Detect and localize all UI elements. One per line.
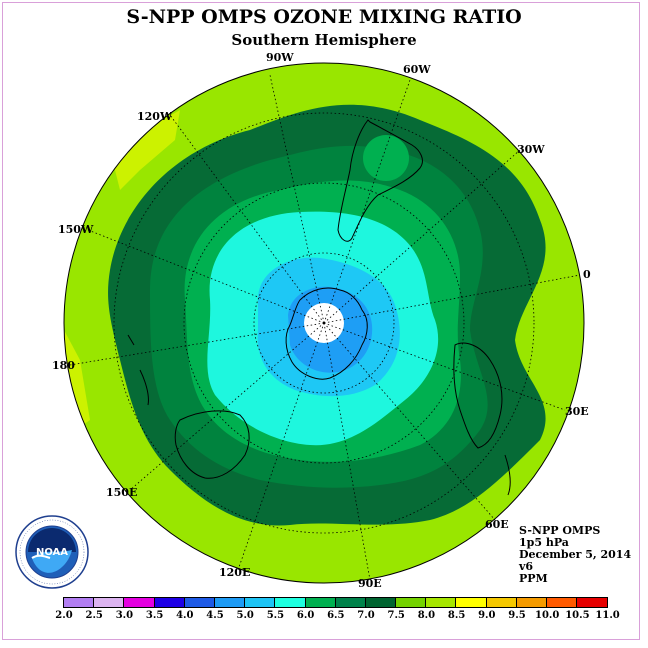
globe-border — [63, 62, 585, 584]
contour-6-0-blob — [363, 135, 409, 181]
colorbar-tick-label: 6.5 — [327, 610, 345, 621]
colorbar-tick-label: 5.0 — [236, 610, 254, 621]
colorbar-tick-label: 9.5 — [508, 610, 526, 621]
colorbar-tick-label: 10.0 — [535, 610, 560, 621]
info-date: December 5, 2014 — [519, 548, 632, 561]
colorbar-tick-label: 8.0 — [417, 610, 436, 621]
lon-label-120e: 120E — [219, 566, 251, 579]
colorbar-cell — [245, 598, 276, 607]
lon-label-0: 0 — [583, 268, 591, 281]
colorbar-cell — [396, 598, 427, 607]
colorbar-cell — [486, 598, 517, 607]
colorbar-cell — [305, 598, 336, 607]
lon-label-150e: 150E — [106, 486, 138, 499]
colorbar-cell — [456, 598, 487, 607]
colorbar-tick-label: 2.0 — [55, 610, 73, 621]
colorbar-tick-label: 4.0 — [176, 610, 194, 621]
colorbar-tick-label: 3.5 — [145, 610, 164, 621]
coast-new-zealand — [127, 334, 149, 406]
colorbar-cell — [426, 598, 457, 607]
colorbar-tick-label: 7.0 — [357, 610, 375, 621]
map-title: S-NPP OMPS OZONE MIXING RATIO — [126, 6, 522, 28]
colorbar-tick-label: 5.5 — [266, 610, 285, 621]
coast-africa — [453, 342, 503, 449]
coast-south-america — [337, 119, 423, 242]
colorbar-cell — [154, 598, 185, 607]
info-block: S-NPP OMPS 1p5 hPa December 5, 2014 v6 P… — [519, 525, 631, 585]
colorbar — [63, 597, 609, 608]
lon-label-120w: 120W — [137, 110, 173, 123]
colorbar-cell — [275, 598, 306, 607]
coastlines — [127, 119, 511, 496]
colorbar-cell — [577, 598, 608, 607]
graticule — [69, 74, 581, 581]
figure-frame — [2, 2, 640, 640]
noaa-logo: NOAA — [15, 515, 89, 589]
colorbar-cell — [335, 598, 366, 607]
lon-label-150w: 150W — [58, 223, 94, 236]
lon-label-60w: 60W — [403, 63, 431, 76]
info-units: PPM — [519, 572, 548, 585]
lon-label-30w: 30W — [517, 143, 545, 156]
coast-antarctica — [285, 287, 368, 380]
lon-label-60e: 60E — [485, 518, 509, 531]
info-version: v6 — [519, 560, 534, 573]
colorbar-tick-label: 8.5 — [447, 610, 466, 621]
colorbar-cell — [64, 598, 95, 607]
colorbar-cell — [516, 598, 547, 607]
colorbar-tick-label: 4.5 — [206, 610, 224, 621]
info-instrument: S-NPP OMPS — [519, 524, 601, 537]
colorbar-cell — [214, 598, 246, 607]
colorbar-tick-label: 3.0 — [115, 610, 134, 621]
map-subtitle: Southern Hemisphere — [231, 31, 417, 49]
colorbar-tick-label: 11.0 — [595, 610, 620, 621]
colorbar-tick-label: 7.5 — [387, 610, 405, 621]
info-level: 1p5 hPa — [519, 536, 569, 549]
lon-label-90e: 90E — [358, 577, 382, 590]
coast-australia — [174, 410, 250, 479]
lon-label-90w: 90W — [266, 51, 294, 64]
colorbar-tick-label: 6.0 — [296, 610, 315, 621]
lon-label-180: 180 — [52, 359, 75, 372]
colorbar-tick-label: 9.0 — [478, 610, 496, 621]
colorbar-cell — [547, 598, 578, 607]
contour-8-0-patch-120w — [110, 110, 180, 190]
logo-text: NOAA — [36, 547, 68, 558]
colorbar-tick-label: 10.5 — [565, 610, 590, 621]
lon-label-30e: 30E — [565, 405, 589, 418]
colorbar-cell — [365, 598, 397, 607]
colorbar-cell — [124, 598, 155, 607]
coast-africa-madag — [504, 454, 511, 496]
colorbar-cell — [94, 598, 125, 607]
colorbar-tick-label: 2.5 — [85, 610, 103, 621]
colorbar-cell — [184, 598, 215, 607]
ozone-contours — [64, 63, 584, 583]
